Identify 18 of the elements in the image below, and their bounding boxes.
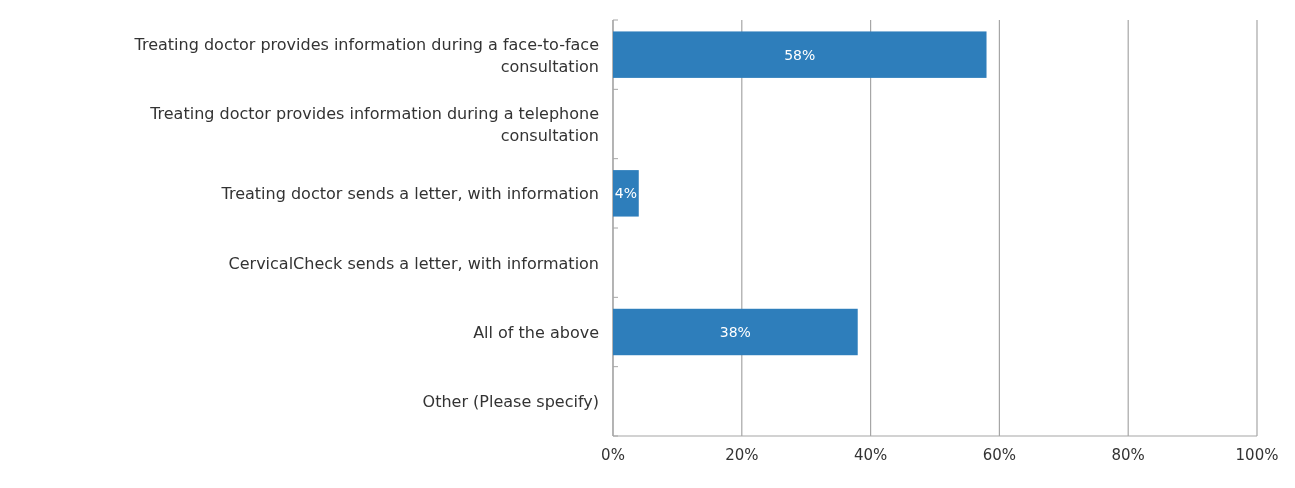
bar	[613, 31, 987, 78]
x-tick-label: 40%	[853, 446, 888, 464]
data-label: 4%	[614, 185, 637, 202]
bar	[613, 170, 639, 217]
y-tick-label: Other (Please specify)	[422, 392, 599, 412]
y-tick-label: Treating doctor sends a letter, with information	[220, 184, 599, 204]
y-tick-label: Treating doctor provides information during a face-to-face consultation	[133, 34, 599, 76]
x-tick-label: 80%	[1111, 446, 1145, 464]
y-tick-label: All of the above	[473, 323, 599, 342]
x-tick-label: 60%	[982, 446, 1017, 464]
data-label: 58%	[784, 46, 816, 63]
x-tick-label: 0%	[601, 446, 625, 464]
y-tick-label: Treating doctor provides information during a telephone consultation	[149, 104, 599, 145]
data-label: 38%	[719, 324, 751, 340]
x-tick-label: 100%	[1235, 446, 1279, 464]
x-tick-label: 20%	[725, 446, 759, 464]
bar	[613, 308, 858, 356]
y-tick-label: CervicalCheck sends a letter, with information	[228, 253, 599, 273]
